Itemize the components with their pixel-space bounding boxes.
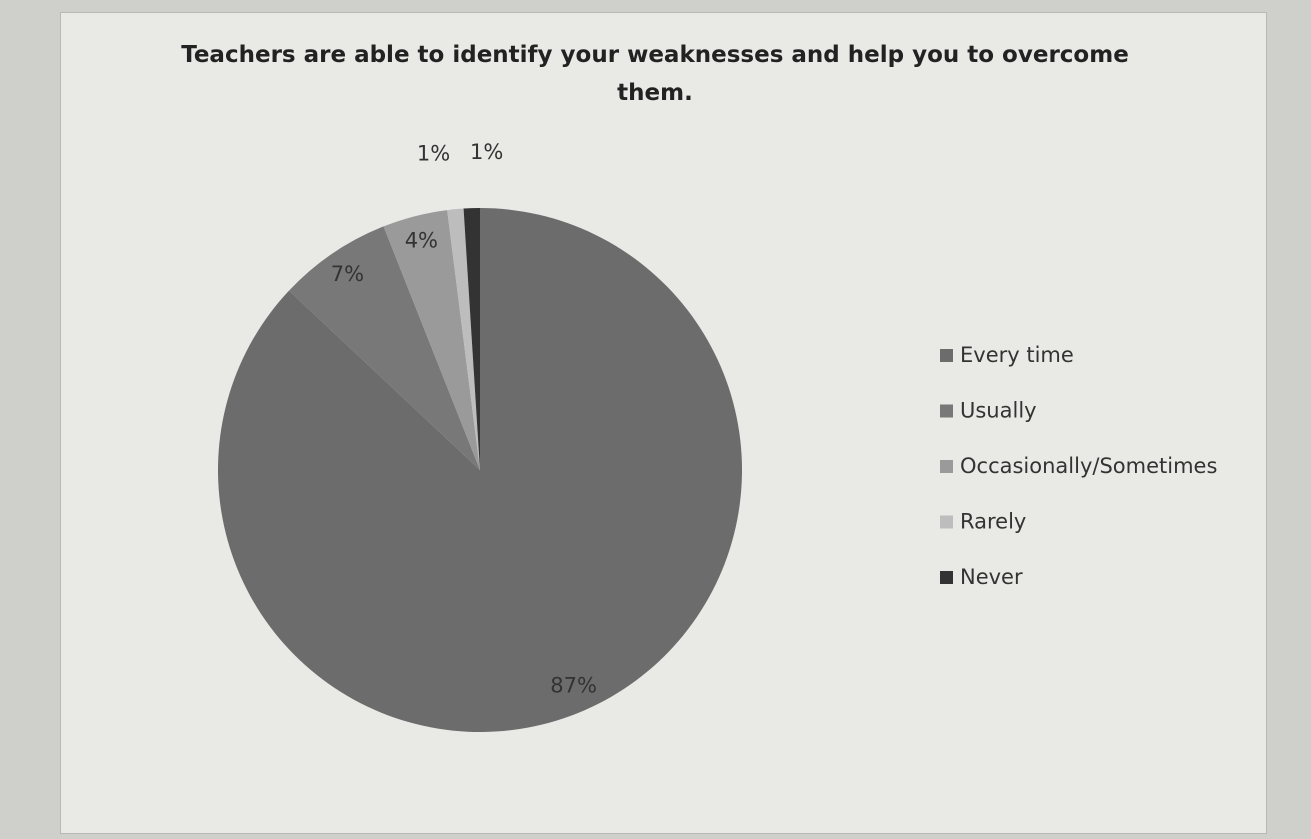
legend-label: Usually [960, 399, 1037, 423]
legend-label: Rarely [960, 510, 1026, 534]
legend-swatch [940, 515, 953, 529]
pie-slice [383, 210, 480, 470]
data-label: 87% [550, 673, 597, 697]
legend-swatch [940, 404, 953, 418]
legend-label: Never [960, 565, 1023, 589]
pie-slice [447, 208, 480, 470]
pie-slice [463, 208, 480, 470]
pie-slice [289, 226, 480, 470]
legend-swatch [940, 571, 953, 584]
data-label: 7% [331, 262, 364, 286]
legend-swatch [940, 349, 953, 362]
chart-title: Teachers are able to identify your weakn… [181, 42, 1129, 106]
legend-label: Occasionally/Sometimes [960, 454, 1217, 478]
legend-swatch [940, 460, 953, 473]
legend-label: Every time [960, 343, 1074, 367]
data-label: 1% [470, 140, 503, 164]
data-label: 4% [405, 229, 438, 253]
data-label: 1% [417, 141, 450, 165]
